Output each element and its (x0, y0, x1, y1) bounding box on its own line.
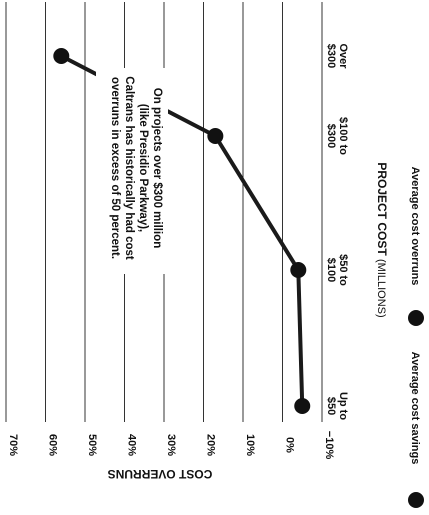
y-tick-label: 0% (284, 437, 296, 453)
x-tick-label: $100 to$300 (325, 117, 349, 155)
annotation-box (96, 68, 168, 274)
data-point (290, 262, 307, 278)
y-tick-label: 60% (47, 434, 59, 456)
y-tick-label: 30% (165, 434, 177, 456)
y-tick-label: 40% (126, 434, 138, 456)
y-tick-label: −10% (323, 431, 335, 460)
data-point (207, 128, 224, 144)
y-axis-label: COST OVERRUNS (108, 467, 213, 481)
series-markers (53, 48, 311, 414)
legend: Average cost savings Average cost overrun… (408, 167, 424, 508)
legend-label: Average cost overruns (409, 167, 421, 286)
y-tick-label: 10% (244, 434, 256, 456)
data-point (53, 48, 70, 64)
annotation-text: On projects over $300 million(like Presi… (109, 76, 163, 260)
plot-area: −10% 0% 10% 20% 30% 40% 50% 60% 70% Up to$50 $50 … (5, 2, 349, 460)
x-tick-labels: Up to$50 $50 to$100 $100 to$300 Over$300 (325, 43, 349, 420)
data-point (294, 398, 311, 414)
axis-labels: PROJECT COST (MILLIONS) COST OVERRUNS (108, 162, 389, 481)
y-tick-label: 70% (7, 434, 19, 456)
y-tick-label: 20% (205, 434, 217, 456)
x-tick-label: $50 to$100 (325, 254, 349, 286)
y-tick-labels: −10% 0% 10% 20% 30% 40% 50% 60% 70% (7, 431, 335, 460)
x-tick-label: Up to$50 (325, 392, 349, 420)
x-axis-label: PROJECT COST (MILLIONS) (375, 162, 389, 317)
legend-marker (408, 310, 424, 326)
legend-marker (408, 492, 424, 508)
y-tick-label: 50% (86, 434, 98, 456)
annotation-note: On projects over $300 million(like Presi… (96, 68, 168, 274)
legend-label: Average cost savings (409, 352, 421, 465)
x-tick-label: Over$300 (325, 43, 349, 69)
